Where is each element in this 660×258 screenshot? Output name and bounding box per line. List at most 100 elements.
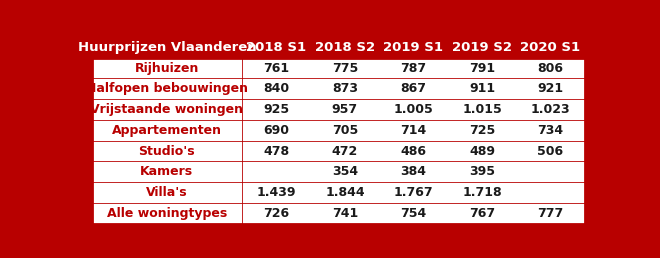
Bar xyxy=(242,203,311,224)
Text: 726: 726 xyxy=(263,207,290,220)
Bar xyxy=(516,58,585,78)
Bar xyxy=(379,37,447,58)
Text: 1.015: 1.015 xyxy=(462,103,502,116)
Text: Appartementen: Appartementen xyxy=(112,124,222,137)
Text: 489: 489 xyxy=(469,144,495,158)
Text: 767: 767 xyxy=(469,207,495,220)
Bar xyxy=(379,99,447,120)
Bar xyxy=(92,182,242,203)
Bar xyxy=(311,182,379,203)
Bar xyxy=(447,203,516,224)
Bar xyxy=(447,182,516,203)
Text: 2019 S2: 2019 S2 xyxy=(452,41,512,54)
Bar xyxy=(516,99,585,120)
Bar xyxy=(311,37,379,58)
Bar xyxy=(92,141,242,162)
Text: 714: 714 xyxy=(401,124,426,137)
Text: 725: 725 xyxy=(469,124,495,137)
Text: 486: 486 xyxy=(401,144,426,158)
Bar xyxy=(92,99,242,120)
Bar xyxy=(92,203,242,224)
Text: 1.439: 1.439 xyxy=(257,186,296,199)
Text: 840: 840 xyxy=(263,82,290,95)
Bar xyxy=(311,99,379,120)
Text: 925: 925 xyxy=(263,103,290,116)
Text: 921: 921 xyxy=(537,82,564,95)
Text: 705: 705 xyxy=(332,124,358,137)
Text: 806: 806 xyxy=(537,62,564,75)
Bar xyxy=(379,162,447,182)
Bar xyxy=(447,78,516,99)
Text: Vrijstaande woningen: Vrijstaande woningen xyxy=(90,103,244,116)
Text: 2018 S2: 2018 S2 xyxy=(315,41,375,54)
Text: Halfopen bebouwingen: Halfopen bebouwingen xyxy=(86,82,248,95)
Bar xyxy=(447,58,516,78)
Text: 754: 754 xyxy=(401,207,426,220)
Bar xyxy=(242,120,311,141)
Bar xyxy=(379,182,447,203)
Text: 472: 472 xyxy=(332,144,358,158)
Text: 867: 867 xyxy=(401,82,426,95)
Text: 761: 761 xyxy=(263,62,290,75)
Bar xyxy=(242,162,311,182)
Bar xyxy=(447,120,516,141)
Bar xyxy=(92,58,242,78)
Bar xyxy=(447,162,516,182)
Text: 478: 478 xyxy=(263,144,290,158)
Bar xyxy=(242,58,311,78)
Text: 506: 506 xyxy=(537,144,564,158)
Bar xyxy=(447,37,516,58)
Bar xyxy=(516,162,585,182)
Text: Villa's: Villa's xyxy=(146,186,187,199)
Bar xyxy=(447,141,516,162)
Bar xyxy=(92,58,585,224)
Bar xyxy=(516,78,585,99)
Text: 775: 775 xyxy=(332,62,358,75)
Text: 2018 S1: 2018 S1 xyxy=(246,41,306,54)
Bar xyxy=(311,203,379,224)
Text: 791: 791 xyxy=(469,62,495,75)
Text: 734: 734 xyxy=(537,124,564,137)
Text: Studio's: Studio's xyxy=(139,144,195,158)
Bar xyxy=(379,58,447,78)
Bar xyxy=(516,182,585,203)
Bar xyxy=(379,203,447,224)
Bar xyxy=(311,78,379,99)
Bar xyxy=(92,120,242,141)
Text: 1.023: 1.023 xyxy=(531,103,570,116)
Bar xyxy=(311,141,379,162)
Bar xyxy=(92,37,242,58)
Text: Huurprijzen Vlaanderen: Huurprijzen Vlaanderen xyxy=(78,41,256,54)
Text: 395: 395 xyxy=(469,165,495,178)
Bar xyxy=(447,99,516,120)
Bar xyxy=(92,58,585,224)
Bar xyxy=(516,141,585,162)
Text: 957: 957 xyxy=(332,103,358,116)
Text: Alle woningtypes: Alle woningtypes xyxy=(107,207,227,220)
Text: 354: 354 xyxy=(332,165,358,178)
Text: 873: 873 xyxy=(332,82,358,95)
Bar xyxy=(242,141,311,162)
Bar xyxy=(379,120,447,141)
Bar xyxy=(379,141,447,162)
Text: 1.844: 1.844 xyxy=(325,186,365,199)
Text: 690: 690 xyxy=(263,124,289,137)
Text: 1.005: 1.005 xyxy=(393,103,434,116)
Text: 787: 787 xyxy=(401,62,426,75)
Bar xyxy=(516,203,585,224)
Text: 2019 S1: 2019 S1 xyxy=(383,41,444,54)
Bar xyxy=(92,78,242,99)
Bar xyxy=(242,37,311,58)
Bar xyxy=(379,78,447,99)
Text: 741: 741 xyxy=(332,207,358,220)
Bar xyxy=(242,182,311,203)
Text: 384: 384 xyxy=(401,165,426,178)
Text: 2020 S1: 2020 S1 xyxy=(521,41,581,54)
Bar xyxy=(311,162,379,182)
Bar xyxy=(92,162,242,182)
Bar xyxy=(242,99,311,120)
Text: Rijhuizen: Rijhuizen xyxy=(135,62,199,75)
Bar xyxy=(242,78,311,99)
Text: 1.718: 1.718 xyxy=(462,186,502,199)
Bar xyxy=(516,120,585,141)
